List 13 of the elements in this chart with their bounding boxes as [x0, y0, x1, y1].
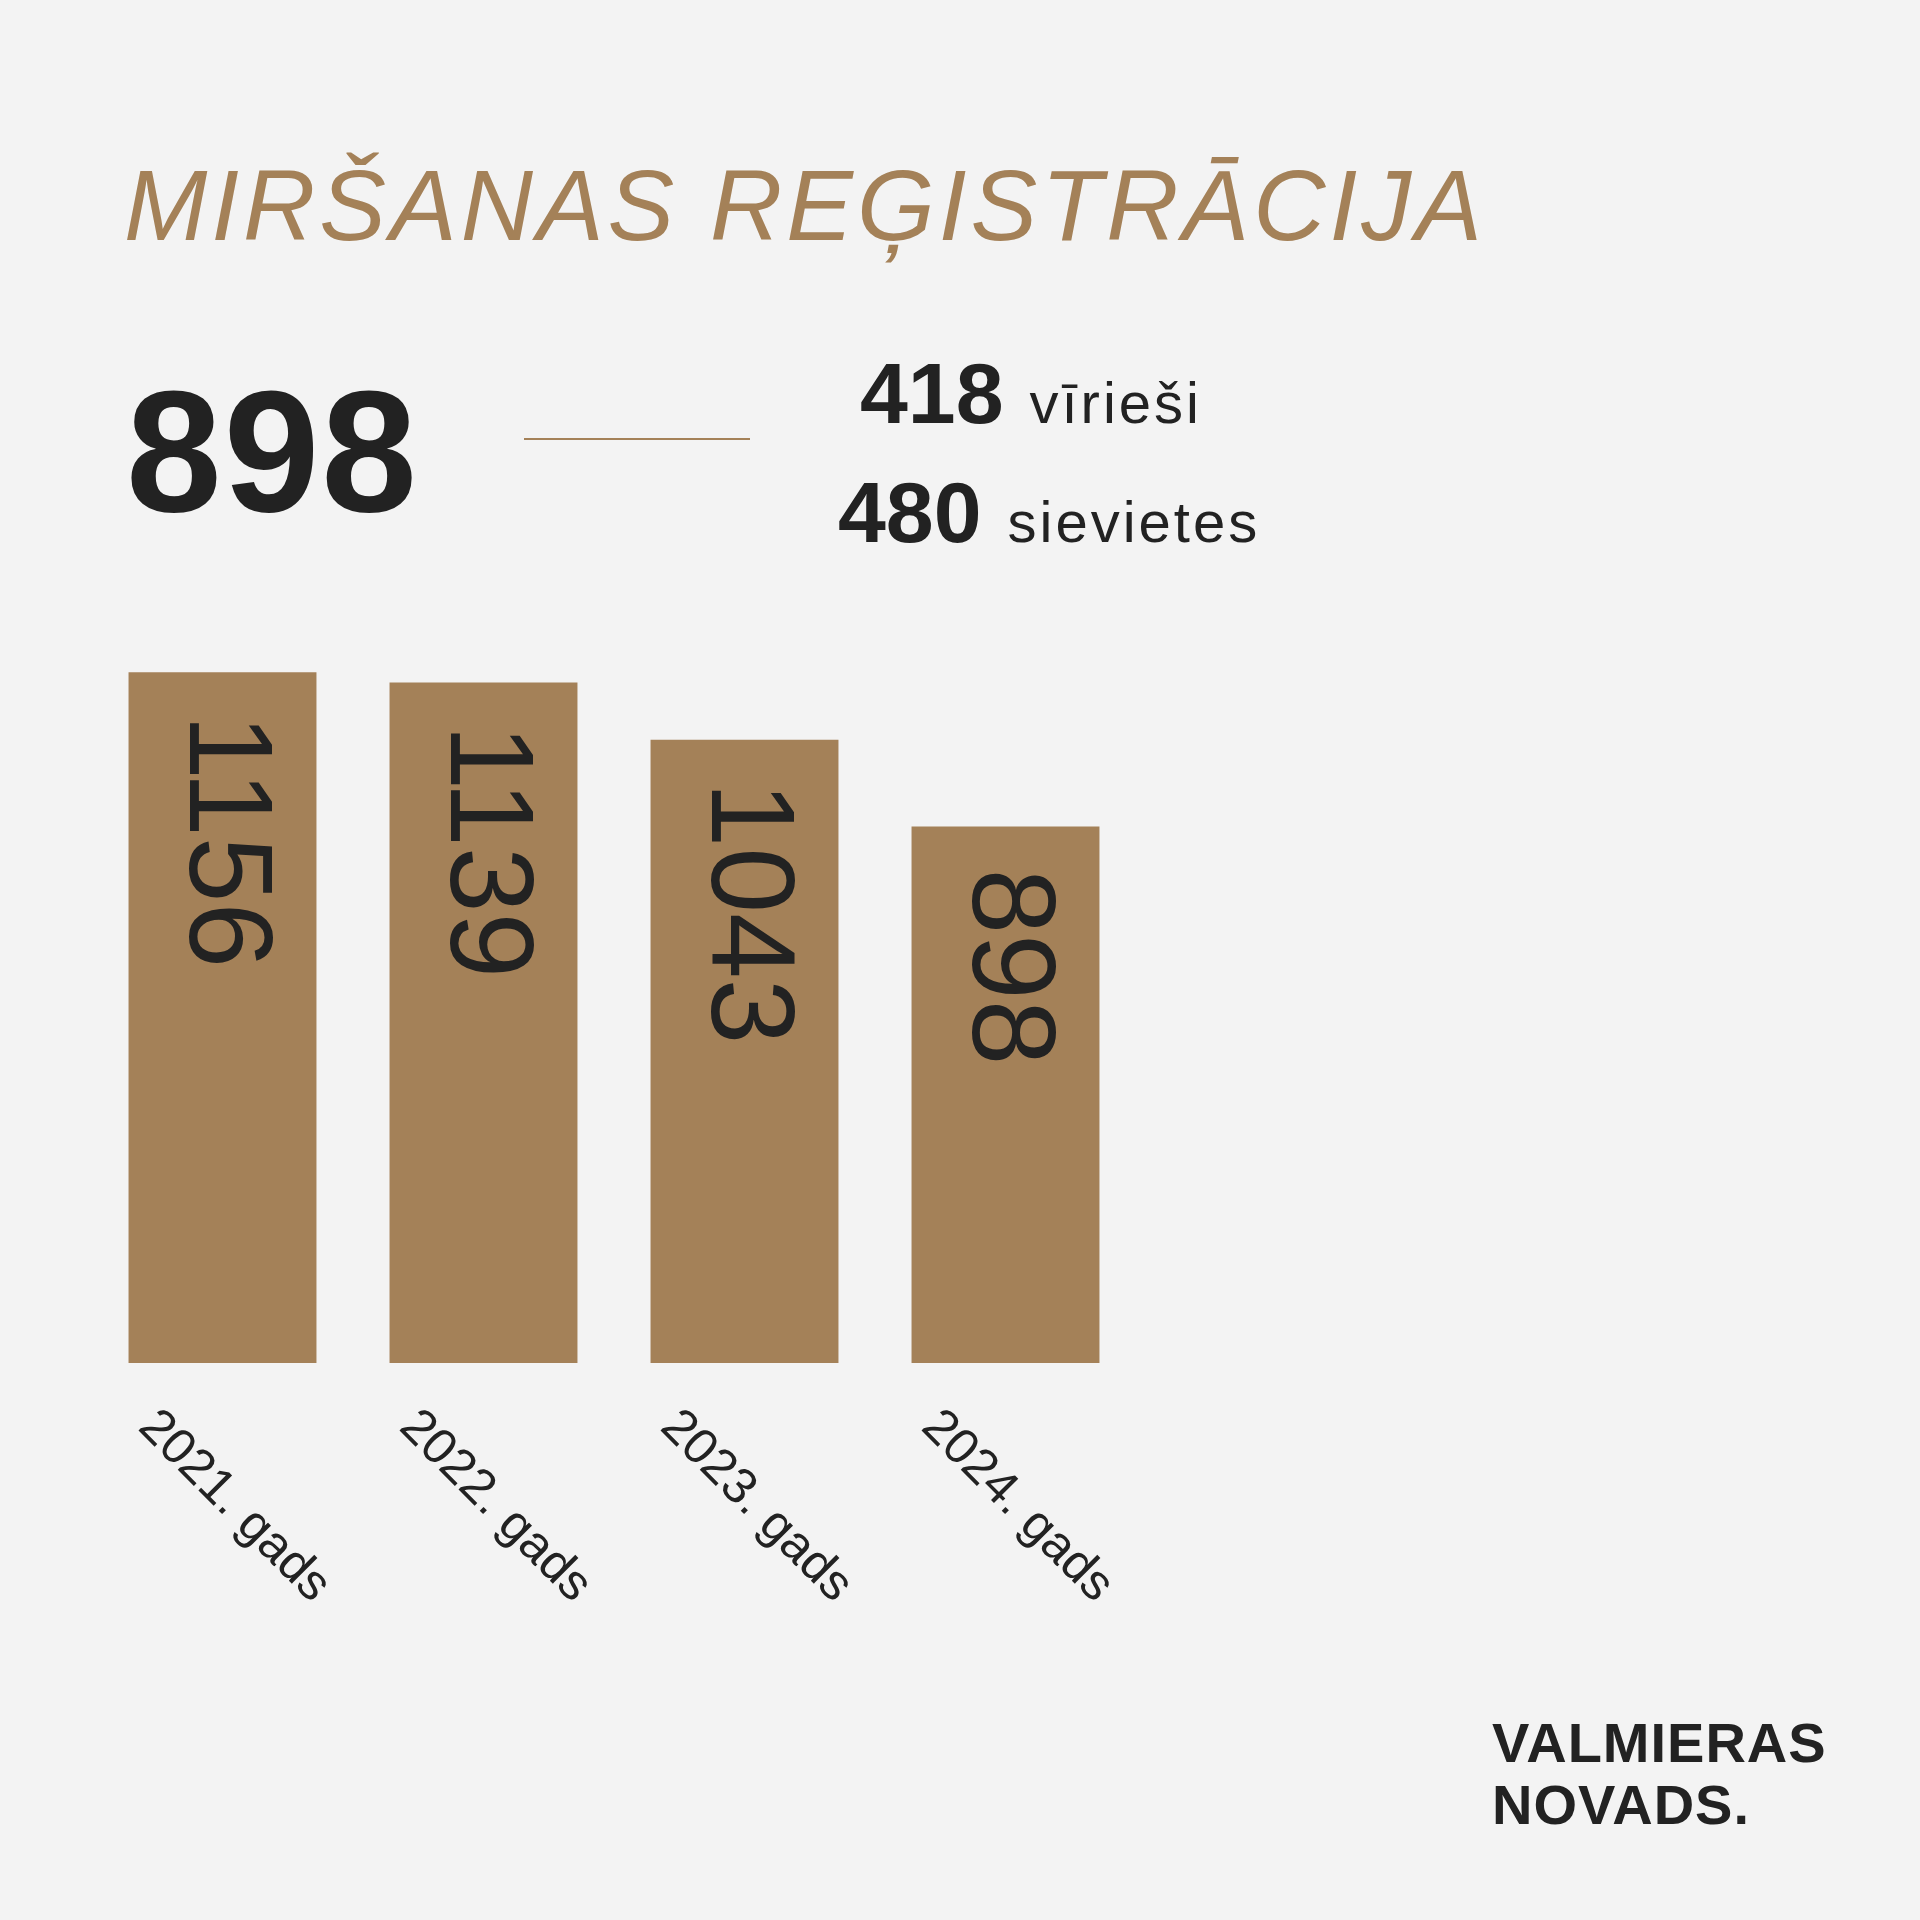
data-label: 898	[947, 868, 1080, 1066]
bar	[911, 826, 1100, 1363]
data-label: 1043	[686, 781, 819, 1045]
text: 418 vīrieši	[860, 345, 1202, 441]
data-label: 1156	[164, 714, 297, 969]
text: 480 sievietes	[838, 464, 1261, 560]
text: VALMIERAS NOVADS.	[1492, 1711, 1828, 1836]
text: 898	[126, 354, 419, 549]
chart-title: MIRŠANAS REĢISTRĀCIJA	[124, 148, 1486, 263]
bar	[128, 672, 317, 1363]
data-label: 1139	[425, 724, 558, 979]
bar	[650, 739, 839, 1363]
bar	[389, 682, 578, 1363]
